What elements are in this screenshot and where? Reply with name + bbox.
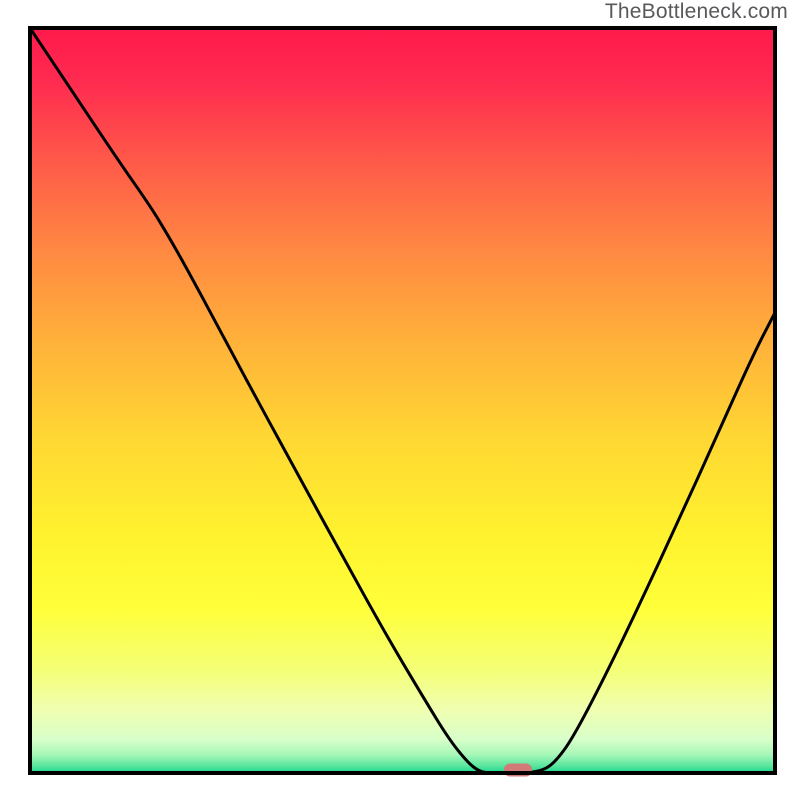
chart-canvas: TheBottleneck.com <box>0 0 800 800</box>
bottleneck-chart <box>0 0 800 800</box>
